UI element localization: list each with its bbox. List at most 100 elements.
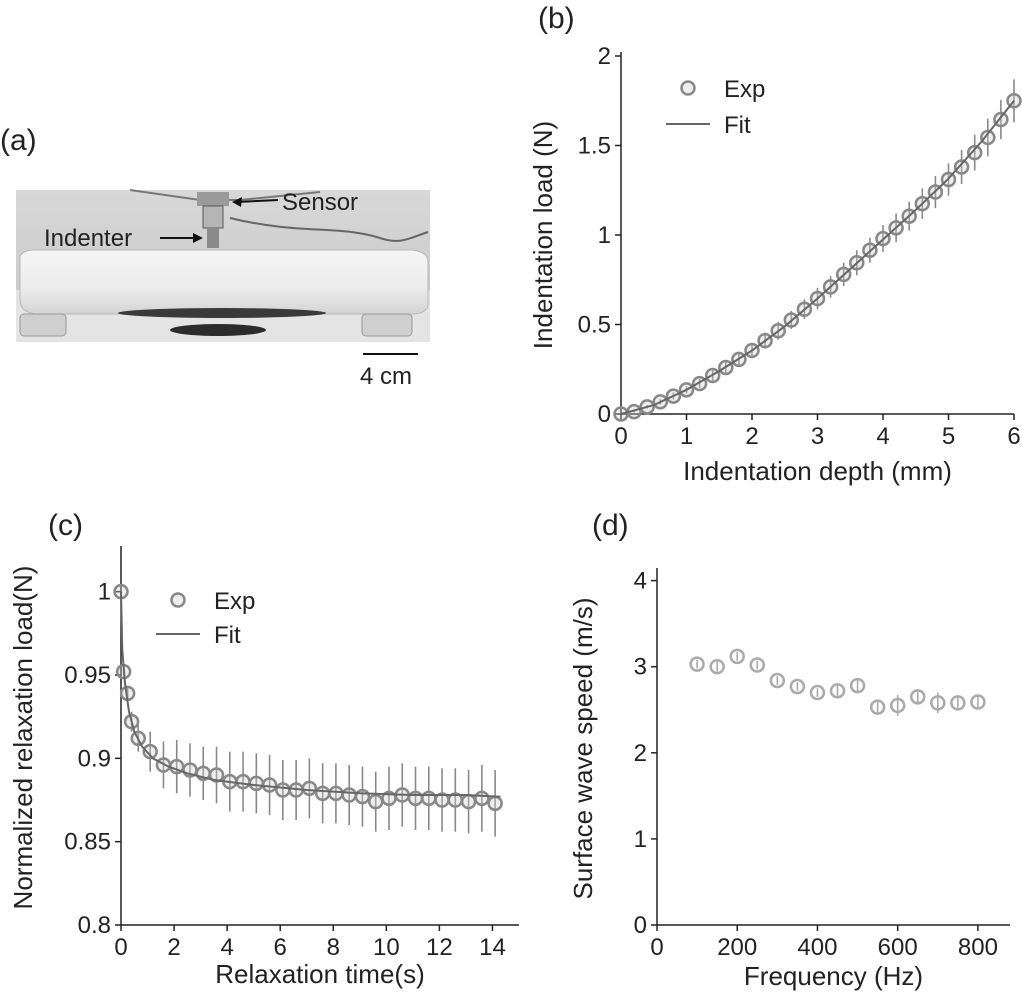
data-point bbox=[980, 129, 996, 146]
y-axis-title: Normalized relaxation load(N) bbox=[8, 566, 38, 910]
data-point bbox=[849, 677, 866, 694]
chart-b: 0 1 2 3 4 5 6 0 0.5 1 1.5 2 Indentation depth (mm) In… bbox=[528, 43, 1022, 486]
x-tick-label: 1 bbox=[680, 423, 693, 450]
y-tick-label: 2 bbox=[598, 43, 611, 70]
y-tick-label: 1 bbox=[98, 579, 111, 606]
data-point bbox=[142, 743, 158, 760]
sensor-label: Sensor bbox=[282, 189, 358, 216]
base-plate bbox=[118, 308, 326, 318]
y-tick-label: 0.8 bbox=[78, 912, 111, 939]
support-disc bbox=[170, 324, 266, 336]
panel-a-label: (a) bbox=[0, 124, 37, 157]
y-tick-label: 0 bbox=[634, 912, 647, 939]
x-axis-title: Indentation depth (mm) bbox=[683, 456, 952, 486]
data-point bbox=[970, 694, 986, 710]
y-axis-title: Indentation load (N) bbox=[528, 121, 558, 349]
data-point bbox=[769, 672, 786, 689]
x-tick-label: 200 bbox=[717, 934, 757, 961]
x-tick-label: 8 bbox=[327, 934, 340, 961]
x-tick-label: 3 bbox=[811, 423, 824, 450]
x-tick-label: 12 bbox=[426, 934, 453, 961]
data-point bbox=[930, 695, 946, 711]
sensor-arrow bbox=[235, 199, 279, 203]
data-point bbox=[709, 658, 725, 675]
x-tick-label: 0 bbox=[114, 934, 127, 961]
data-point bbox=[474, 790, 490, 807]
indenter-label: Indenter bbox=[44, 225, 132, 252]
indenter-arrow-head bbox=[193, 233, 203, 243]
x-tick-label: 0 bbox=[614, 423, 627, 450]
data-point bbox=[689, 656, 705, 672]
x-tick-label: 800 bbox=[958, 934, 998, 961]
data-point bbox=[301, 780, 318, 797]
panel-b-label: (b) bbox=[538, 2, 575, 35]
scale-bar-label: 4 cm bbox=[360, 363, 412, 390]
data-point bbox=[809, 684, 826, 701]
data-point bbox=[275, 782, 291, 798]
data-point bbox=[749, 657, 766, 673]
data-point bbox=[328, 785, 344, 802]
data-point bbox=[248, 775, 265, 792]
y-tick-label: 0.85 bbox=[64, 829, 111, 856]
data-point bbox=[407, 790, 424, 807]
y-tick-label: 1 bbox=[598, 222, 611, 249]
data-point bbox=[354, 788, 371, 805]
y-tick-label: 0 bbox=[598, 401, 611, 428]
data-point bbox=[235, 773, 251, 790]
y-tick-label: 1.5 bbox=[578, 133, 611, 160]
x-tick-label: 14 bbox=[479, 934, 506, 961]
y-tick-label: 3 bbox=[634, 654, 647, 681]
x-tick-label: 10 bbox=[373, 934, 400, 961]
panel-d-label: (d) bbox=[592, 509, 629, 542]
data-point bbox=[421, 790, 437, 807]
x-tick-label: 400 bbox=[797, 934, 837, 961]
data-point bbox=[869, 699, 886, 715]
data-point bbox=[487, 795, 503, 812]
sensor-cable bbox=[229, 217, 429, 242]
fit-line bbox=[120, 591, 501, 798]
data-point bbox=[789, 678, 806, 695]
data-point bbox=[314, 785, 331, 802]
y-tick-label: 0.95 bbox=[64, 662, 111, 689]
x-tick-label: 4 bbox=[876, 423, 889, 450]
data-point bbox=[950, 695, 966, 711]
y-tick-label: 1 bbox=[634, 826, 647, 853]
sensor-housing bbox=[202, 205, 224, 229]
x-tick-label: 4 bbox=[220, 934, 233, 961]
x-tick-label: 2 bbox=[745, 423, 758, 450]
data-point bbox=[261, 777, 278, 793]
sensor-body bbox=[197, 192, 229, 206]
x-axis-title: Frequency (Hz) bbox=[744, 961, 923, 991]
data-point bbox=[729, 648, 745, 665]
y-tick-label: 0.5 bbox=[578, 312, 611, 339]
legend-exp-label: Exp bbox=[214, 588, 255, 615]
x-tick-label: 6 bbox=[1007, 423, 1020, 450]
y-tick-label: 2 bbox=[634, 740, 647, 767]
y-axis-title: Surface wave speed (m/s) bbox=[568, 597, 598, 899]
legend-exp-label: Exp bbox=[724, 76, 765, 103]
indenter-tip bbox=[207, 228, 219, 248]
chart-c: 0 2 4 6 8 10 12 14 0.8 0.85 0.9 0.95 1 Relaxation tim… bbox=[8, 546, 519, 989]
x-tick-label: 6 bbox=[274, 934, 287, 961]
data-point bbox=[889, 697, 906, 714]
sensor-arrow-head bbox=[232, 197, 242, 207]
chart-d: 0 200 400 600 800 0 1 2 3 4 Frequency (Hz) Surface … bbox=[568, 568, 1010, 991]
foam-sample bbox=[19, 249, 429, 315]
legend-fit-label: Fit bbox=[724, 112, 751, 139]
x-axis-title: Relaxation time(s) bbox=[215, 959, 425, 989]
left-foot bbox=[19, 313, 67, 337]
data-point bbox=[208, 767, 225, 783]
y-tick-label: 4 bbox=[634, 568, 647, 595]
x-tick-label: 2 bbox=[167, 934, 180, 961]
right-foot bbox=[361, 313, 413, 337]
data-point bbox=[367, 793, 384, 810]
data-point bbox=[953, 159, 970, 175]
data-point bbox=[460, 793, 477, 810]
x-tick-label: 5 bbox=[942, 423, 955, 450]
data-point bbox=[966, 144, 983, 161]
x-tick-label: 600 bbox=[878, 934, 918, 961]
data-point bbox=[341, 787, 357, 803]
y-tick-label: 0.9 bbox=[78, 745, 111, 772]
legend-exp-marker bbox=[680, 80, 696, 96]
